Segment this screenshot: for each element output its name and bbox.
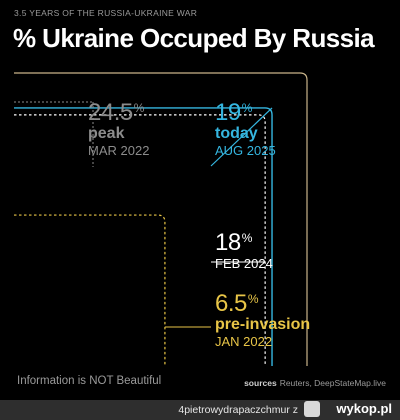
date-today: AUG 2025 bbox=[215, 143, 276, 158]
unit-preinvasion: % bbox=[247, 292, 259, 306]
leader-today bbox=[210, 107, 273, 167]
annotation-today: 19% today AUG 2025 bbox=[215, 99, 276, 158]
value-today: 19 bbox=[215, 99, 241, 126]
mark-preinvasion bbox=[14, 214, 166, 366]
occupation-chart bbox=[14, 72, 308, 366]
value-feb2024: 18 bbox=[215, 229, 241, 256]
sources-label: sources bbox=[244, 378, 277, 388]
mark-feb2024 bbox=[14, 114, 266, 366]
watermark-bar bbox=[0, 400, 400, 420]
date-peak: MAR 2022 bbox=[88, 143, 150, 158]
wykop-logo-icon[interactable] bbox=[304, 401, 320, 417]
chart-kicker: 3.5 YEARS OF THE RUSSIA-UKRAINE WAR bbox=[14, 8, 198, 18]
annotation-feb2024: 18% FEB 2024 bbox=[215, 229, 273, 271]
chart-title: % Ukraine Occuped By Russia bbox=[13, 23, 375, 53]
footer-sources: sources Reuters, DeepStateMap.live bbox=[244, 378, 386, 388]
sources-text: Reuters, DeepStateMap.live bbox=[279, 378, 386, 388]
label-preinvasion: pre-invasion bbox=[215, 316, 311, 333]
date-feb2024: FEB 2024 bbox=[215, 256, 273, 271]
unit-peak: % bbox=[133, 101, 145, 115]
label-peak: peak bbox=[88, 125, 125, 142]
watermark-logo[interactable]: wykop.pl bbox=[336, 401, 392, 416]
value-preinvasion: 6.5 bbox=[215, 290, 247, 317]
date-preinvasion: JAN 2022 bbox=[215, 334, 273, 349]
label-today: today bbox=[215, 125, 258, 142]
unit-today: % bbox=[241, 101, 253, 115]
mark-peak-frame bbox=[14, 72, 308, 366]
unit-feb2024: % bbox=[241, 231, 253, 245]
annotation-preinvasion: 6.5% pre-invasion JAN 2022 bbox=[215, 290, 311, 349]
annotation-peak: 24.5% peak MAR 2022 bbox=[88, 99, 150, 158]
footer-brand: Information is NOT Beautiful bbox=[17, 375, 162, 387]
value-peak: 24.5 bbox=[88, 99, 133, 126]
watermark-user[interactable]: 4pietrowydrapaczchmur z bbox=[178, 404, 298, 416]
